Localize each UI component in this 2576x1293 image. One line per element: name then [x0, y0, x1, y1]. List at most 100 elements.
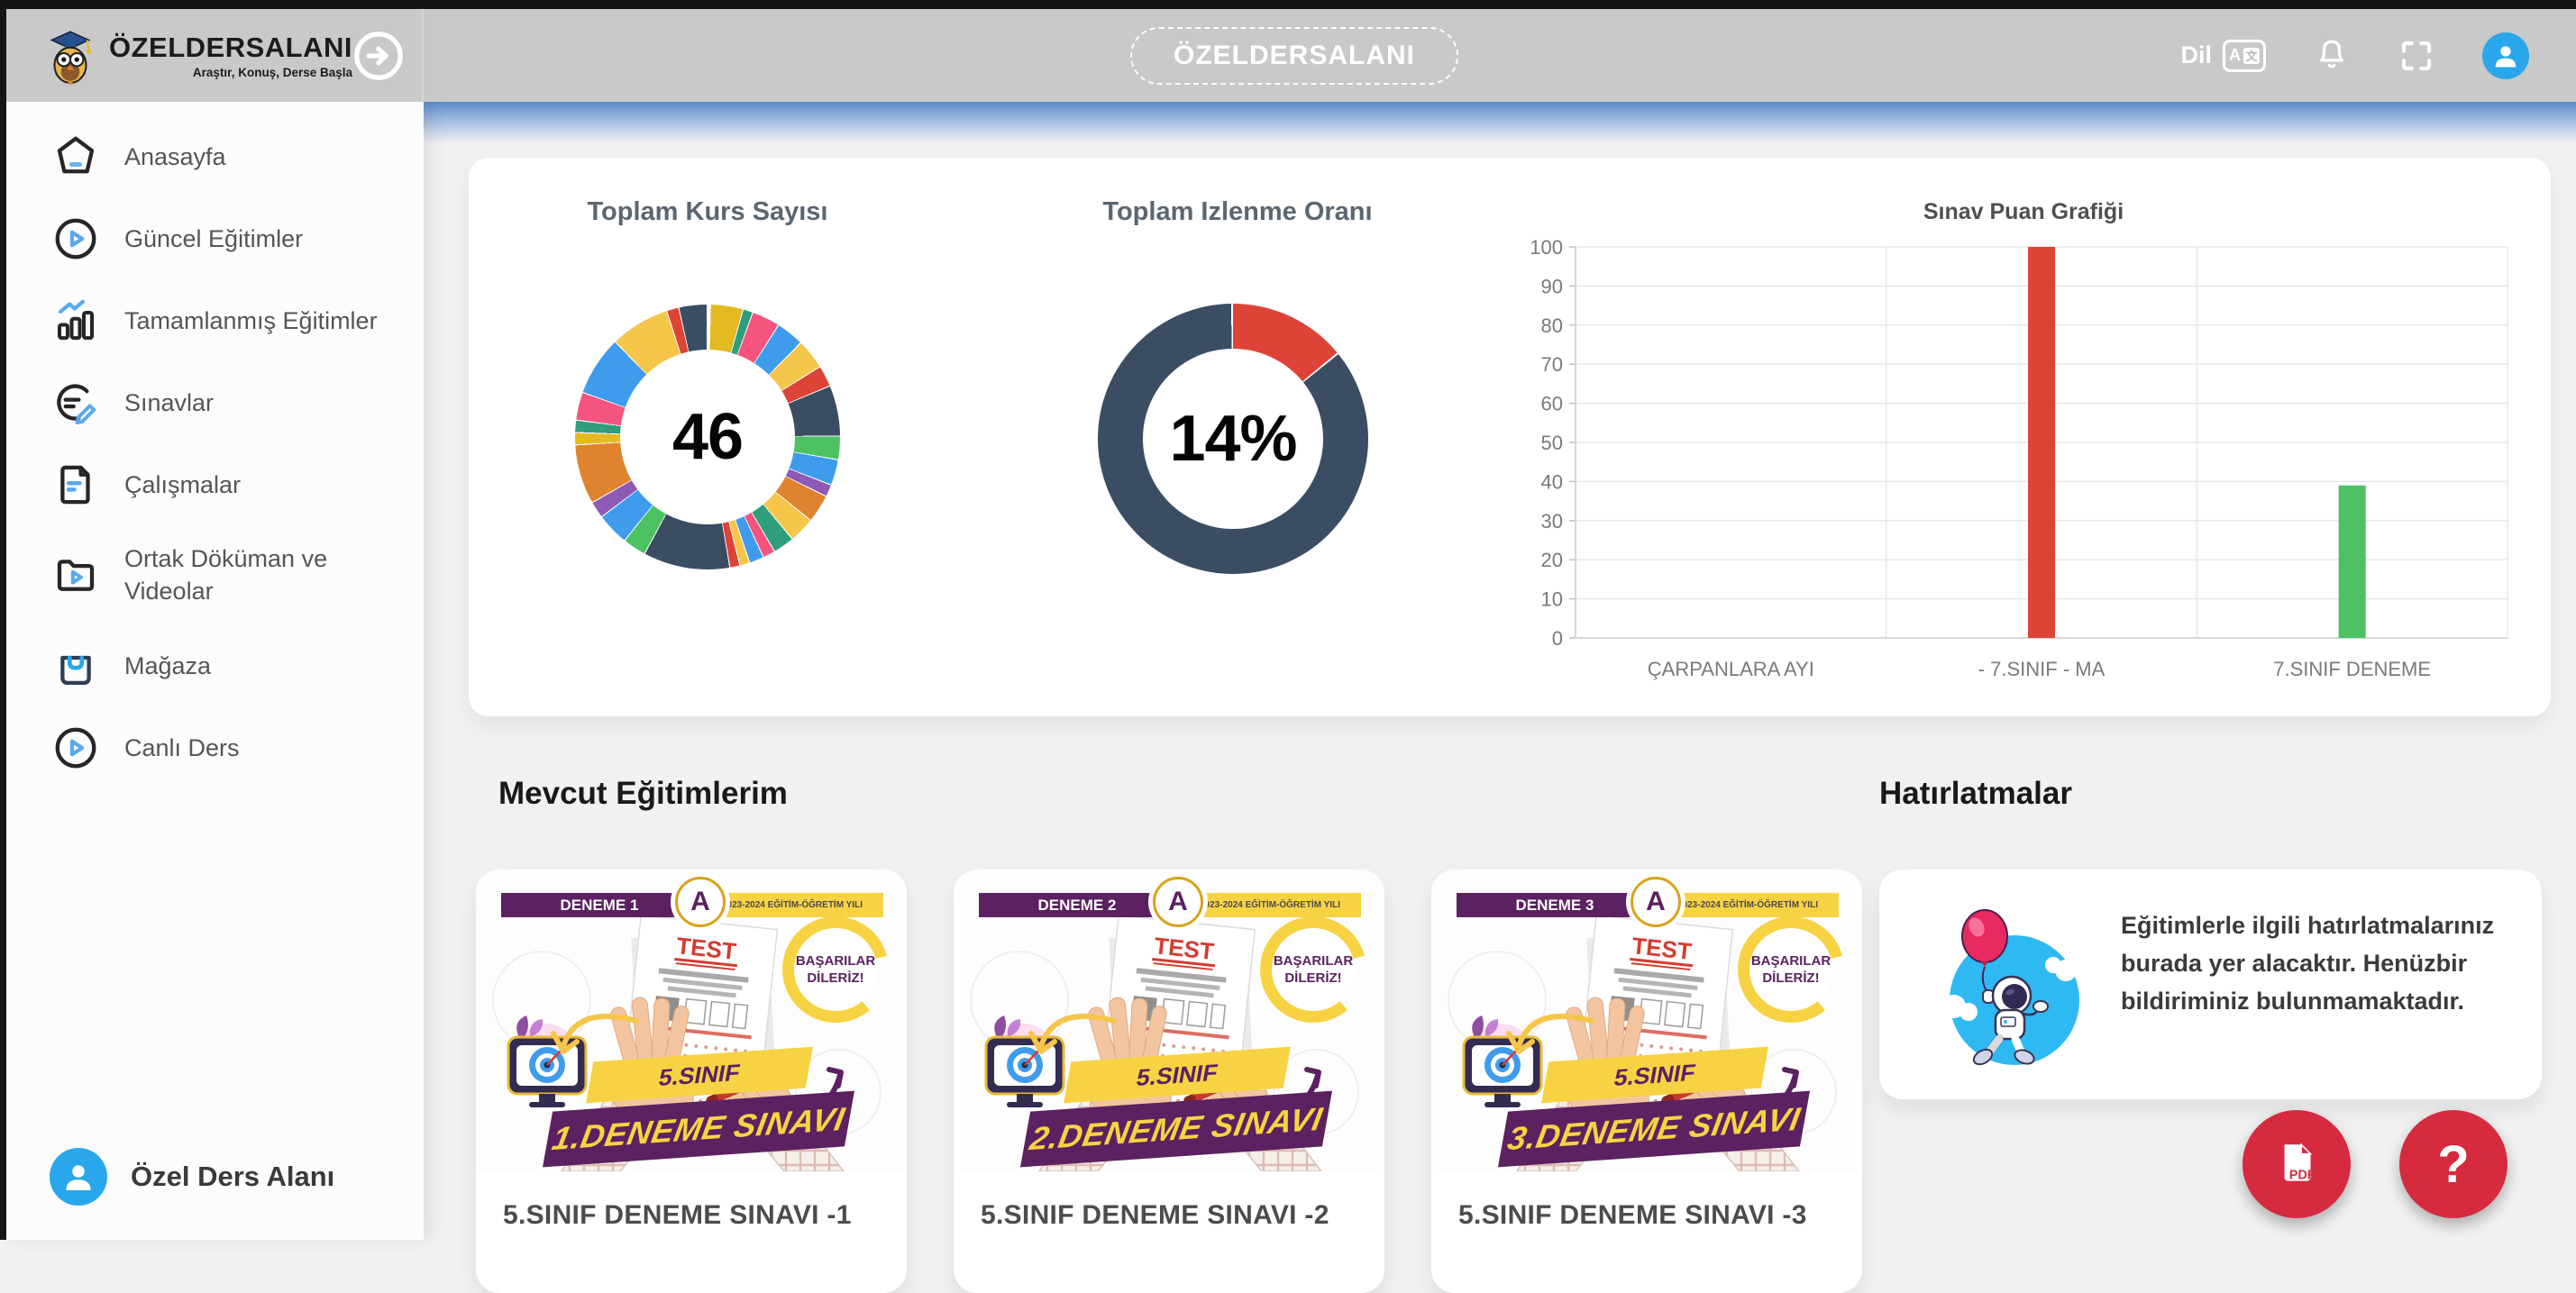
- owl-logo-icon: [50, 30, 92, 86]
- translate-icon: A 文: [2223, 39, 2266, 72]
- course-title: 5.SINIF DENEME SINAVI -3: [1458, 1200, 1807, 1230]
- sidebar-collapse-button[interactable]: [352, 30, 405, 82]
- help-question-mark: ?: [2437, 1134, 2470, 1194]
- window-top-frame: [0, 0, 2576, 9]
- svg-text:PDF: PDF: [2289, 1169, 2316, 1183]
- exam-pencil-icon: [57, 384, 96, 425]
- svg-text:0: 0: [1552, 627, 1563, 650]
- shop-bag-icon: [60, 655, 91, 685]
- sidebar-item-label: Güncel Eğitimler: [124, 224, 304, 252]
- sidebar-item-guncel-egitimler[interactable]: Güncel Eğitimler: [51, 214, 415, 263]
- cover-banner-deneme: DENEME 1: [501, 893, 698, 917]
- cover-variant-badge: A: [675, 877, 726, 927]
- donut-watch-rate-title: Toplam Izlenme Oranı: [1102, 197, 1373, 226]
- svg-text:40: 40: [1541, 470, 1563, 493]
- exam-cover-image: TEST: [1431, 870, 1862, 1171]
- exam-score-chart-section: Sınav Puan Grafiği 0 10 20 30 40 50 60 70 80 90 10…: [1514, 199, 2533, 704]
- sidebar-item-label: Mağaza: [124, 651, 212, 679]
- exam-cover-image: TEST: [954, 870, 1384, 1171]
- cover-banner-year: 2023-2024 EĞİTİM-ÖĞRETİM YILI: [1657, 893, 1839, 917]
- sidebar-footer-user[interactable]: Özel Ders Alanı: [50, 1148, 334, 1206]
- cover-wish-badge: BAŞARILAR DİLERİZ!: [782, 916, 889, 1023]
- watch-rate-value: 14%: [1169, 403, 1297, 475]
- exam-cover-image: TEST: [476, 870, 907, 1171]
- brand-slogan: Araştır, Konuş, Derse Başla: [192, 66, 352, 79]
- course-title: 5.SINIF DENEME SINAVI -1: [503, 1200, 852, 1230]
- sidebar-item-label: Tamamlanmış Eğitimler: [124, 306, 378, 334]
- sidebar-item-label: Çalışmalar: [124, 470, 242, 498]
- cover-banner-year: 2023-2024 EĞİTİM-ÖĞRETİM YILI: [701, 893, 883, 917]
- play-circle-icon: [55, 218, 96, 260]
- fullscreen-icon[interactable]: [2398, 37, 2435, 75]
- bar-chart-title: Sınav Puan Grafiği: [1923, 199, 2124, 224]
- cover-wish-badge: BAŞARILAR DİLERİZ!: [1738, 916, 1844, 1023]
- sidebar-item-anasayfa[interactable]: Anasayfa: [51, 132, 415, 181]
- person-icon: [66, 1165, 91, 1190]
- notifications-bell-icon[interactable]: [2313, 35, 2351, 77]
- user-avatar: [50, 1148, 107, 1206]
- sidebar-header: ÖZELDERSALANI Araştır, Konuş, Derse Başl…: [6, 9, 424, 102]
- stats-card: Toplam Kurs Sayısı Toplam Izlenme Oranı …: [469, 158, 2551, 716]
- pdf-export-button[interactable]: PDF: [2243, 1110, 2351, 1218]
- sidebar-item-label: Ortak Döküman ve Videolar: [124, 545, 328, 606]
- cover-banner-deneme: DENEME 2: [979, 893, 1175, 917]
- sidebar-item-tamamlanmis-egitimler[interactable]: Tamamlanmış Eğitimler: [51, 296, 415, 345]
- bar-chart-icon: [57, 299, 95, 341]
- total-courses-value: 46: [671, 401, 744, 473]
- language-switcher[interactable]: Dil A 文: [2180, 39, 2266, 72]
- help-button[interactable]: ?: [2399, 1110, 2507, 1218]
- sidebar-item-sinavlar[interactable]: Sınavlar: [51, 378, 415, 427]
- reminders-section-title: Hatırlatmalar: [1879, 776, 2072, 811]
- person-icon: [2495, 45, 2517, 67]
- svg-text:7.SINIF DENEME: 7.SINIF DENEME: [2273, 658, 2431, 680]
- svg-text:ÇARPANLARA AYI: ÇARPANLARA AYI: [1648, 658, 1814, 680]
- watch-rate-donut-chart: 14%: [1098, 304, 1368, 574]
- svg-text:70: 70: [1541, 353, 1563, 376]
- app-logo[interactable]: ÖZELDERSALANI Araştır, Konuş, Derse Başl…: [42, 26, 352, 86]
- sidebar-item-magaza[interactable]: Mağaza: [51, 642, 415, 690]
- top-bar: ÖZELDERSALANI Araştır, Konuş, Derse Başl…: [6, 9, 2576, 102]
- svg-text:60: 60: [1541, 393, 1563, 415]
- sidebar-item-canli-ders[interactable]: Canlı Ders: [51, 724, 415, 772]
- cover-variant-badge: A: [1153, 877, 1203, 927]
- page-title: ÖZELDERSALANI: [1130, 26, 1458, 85]
- course-title: 5.SINIF DENEME SINAVI -2: [981, 1200, 1329, 1230]
- window-left-frame: [0, 0, 6, 1240]
- sidebar-item-calismalar[interactable]: Çalışmalar: [51, 460, 415, 509]
- svg-text:10: 10: [1541, 588, 1563, 611]
- astronaut-illustration: [1929, 906, 2091, 1072]
- cover-wish-badge: BAŞARILAR DİLERİZ!: [1260, 916, 1366, 1023]
- pdf-file-icon: PDF: [2284, 1143, 2316, 1183]
- sidebar: Anasayfa Güncel Eğitimler Tamamlanmış Eğ…: [6, 102, 424, 1240]
- exam-score-bar-chart: 0 10 20 30 40 50 60 70 80 90 100 ÇARPANLARA AYI - 7.…: [1514, 231, 2533, 704]
- donut-total-courses-title: Toplam Kurs Sayısı: [587, 197, 828, 226]
- home-icon: [57, 136, 95, 174]
- svg-text:30: 30: [1541, 510, 1563, 533]
- reminders-empty-text: Eğitimlerle ilgili hatırlatmalarınız bur…: [2121, 912, 2495, 1015]
- courses-section-title: Mevcut Eğitimlerim: [498, 776, 788, 811]
- language-label: Dil: [2180, 41, 2212, 68]
- topbar-actions: Dil A 文: [2180, 9, 2529, 102]
- sidebar-item-label: Anasayfa: [124, 142, 226, 170]
- total-courses-donut-chart: 46: [575, 305, 840, 569]
- live-play-icon: [55, 727, 96, 769]
- course-card[interactable]: TEST: [954, 870, 1384, 1293]
- svg-text:50: 50: [1541, 432, 1563, 454]
- svg-text:- 7.SINIF - MA: - 7.SINIF - MA: [1978, 658, 2106, 680]
- svg-text:100: 100: [1530, 236, 1563, 259]
- svg-text:20: 20: [1541, 549, 1563, 571]
- sidebar-item-label: Canlı Ders: [124, 733, 240, 761]
- reminders-card: Eğitimlerle ilgili hatırlatmalarınız bur…: [1879, 870, 2542, 1099]
- sidebar-menu: Anasayfa Güncel Eğitimler Tamamlanmış Eğ…: [6, 102, 424, 772]
- svg-text:80: 80: [1541, 314, 1563, 337]
- course-card[interactable]: TEST: [1431, 870, 1862, 1293]
- cover-variant-badge: A: [1631, 877, 1681, 927]
- sidebar-footer-label: Özel Ders Alanı: [131, 1161, 335, 1192]
- user-avatar[interactable]: [2482, 32, 2529, 79]
- main-content: Toplam Kurs Sayısı Toplam Izlenme Oranı …: [424, 102, 2576, 1293]
- sidebar-item-ortak-dokuman-ve-videolar[interactable]: Ortak Döküman ve Videolar: [51, 542, 415, 608]
- svg-text:90: 90: [1541, 275, 1563, 297]
- course-card[interactable]: TEST: [476, 870, 907, 1293]
- brand-title: ÖZELDERSALANI: [109, 32, 352, 63]
- sidebar-item-label: Sınavlar: [124, 388, 215, 416]
